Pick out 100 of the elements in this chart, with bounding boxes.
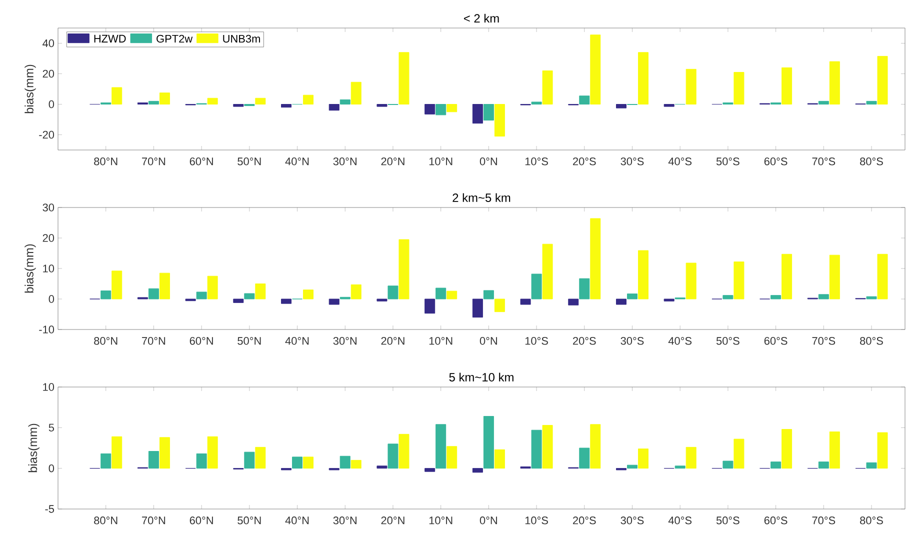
y-tick-label: 0	[48, 464, 54, 472]
bar	[579, 448, 590, 469]
bar	[674, 466, 686, 469]
bar	[734, 438, 744, 469]
legend-label: HZWD	[94, 34, 126, 42]
bar	[531, 274, 542, 300]
bar	[388, 286, 398, 300]
bar	[829, 431, 840, 469]
bar	[568, 298, 579, 306]
bar	[542, 70, 553, 104]
y-tick-label: 10	[43, 383, 54, 391]
bar	[328, 298, 340, 305]
y-tick-label: 30	[42, 204, 54, 212]
chart-title: < 2 km	[464, 14, 499, 23]
bar	[483, 104, 494, 121]
bar	[579, 278, 590, 300]
bar	[303, 290, 314, 300]
x-tick-label: 50°S	[716, 337, 740, 345]
bar	[159, 272, 170, 300]
bar	[542, 424, 553, 469]
x-tick-label: 40°S	[668, 158, 692, 166]
x-tick-label: 0°N	[480, 337, 497, 345]
bar	[531, 102, 542, 104]
bar	[424, 298, 436, 314]
chart-title: 2 km~5 km	[452, 193, 510, 202]
bar	[388, 444, 398, 469]
bar	[148, 100, 159, 104]
bar	[494, 298, 505, 312]
bar	[446, 104, 458, 112]
bar	[281, 298, 292, 304]
x-tick-label: 20°S	[573, 337, 596, 345]
bar	[424, 104, 436, 114]
x-tick-label: 40°N	[285, 337, 309, 345]
x-tick-label: 20°N	[381, 158, 404, 166]
x-tick-label: 70°N	[142, 516, 166, 524]
bar	[255, 284, 266, 300]
bar	[376, 104, 388, 107]
x-tick-label: 80°S	[860, 516, 883, 524]
bar	[303, 456, 314, 469]
bar	[233, 104, 244, 107]
bar	[579, 96, 590, 104]
x-tick-label: 60°N	[190, 337, 213, 345]
bar	[255, 98, 266, 104]
bar	[734, 262, 744, 300]
bar	[292, 456, 303, 469]
x-tick-label: 60°S	[764, 337, 788, 345]
bar	[207, 98, 218, 104]
x-tick-label: 60°N	[190, 516, 213, 524]
bar	[638, 250, 648, 300]
bar	[877, 432, 888, 469]
bar	[638, 448, 648, 469]
x-tick-label: 70°N	[142, 337, 166, 345]
bar	[638, 52, 648, 104]
bar	[472, 104, 483, 124]
y-tick-label: 5	[48, 424, 54, 432]
x-tick-label: 80°N	[94, 516, 118, 524]
x-tick-label: 30°S	[620, 337, 644, 345]
y-tick-label: 0	[48, 295, 54, 303]
bar	[159, 92, 170, 104]
x-tick-label: 20°N	[381, 516, 404, 524]
x-tick-label: 20°N	[381, 337, 404, 345]
bar	[350, 82, 362, 104]
bar	[340, 456, 350, 469]
y-axis-title: bias(mm)	[24, 64, 36, 114]
x-tick-label: 10°N	[429, 337, 452, 345]
bar	[542, 244, 553, 300]
y-tick-label: 0	[48, 100, 54, 108]
bar	[148, 288, 159, 300]
bar	[734, 72, 744, 104]
bar	[328, 104, 340, 111]
x-tick-label: 80°N	[94, 158, 118, 166]
x-tick-label: 70°S	[812, 516, 836, 524]
bar	[616, 104, 626, 108]
x-tick-label: 70°S	[812, 158, 836, 166]
bar	[590, 34, 601, 104]
bar	[446, 290, 458, 300]
y-axis-title: bias(mm)	[24, 244, 36, 293]
bar	[782, 429, 792, 469]
bar	[531, 430, 542, 469]
legend-label: GPT2w	[156, 34, 193, 43]
bar	[818, 294, 829, 300]
x-tick-label: 50°S	[716, 516, 740, 524]
bar	[350, 460, 362, 469]
x-tick-label: 0°N	[480, 158, 497, 166]
bar	[770, 462, 782, 469]
bar	[207, 436, 218, 469]
bar	[303, 94, 314, 104]
x-tick-label: 30°N	[333, 516, 356, 524]
bar	[436, 288, 446, 300]
bar	[148, 451, 159, 469]
bar	[626, 294, 638, 300]
bar	[483, 290, 494, 300]
bar	[159, 437, 170, 469]
x-tick-label: 10°S	[525, 516, 548, 524]
bar	[207, 276, 218, 300]
bar	[722, 295, 734, 300]
x-tick-label: 10°N	[429, 516, 452, 524]
legend-label: UNB3m	[223, 34, 260, 43]
x-tick-label: 50°N	[238, 158, 261, 166]
x-tick-label: 50°N	[238, 337, 261, 345]
